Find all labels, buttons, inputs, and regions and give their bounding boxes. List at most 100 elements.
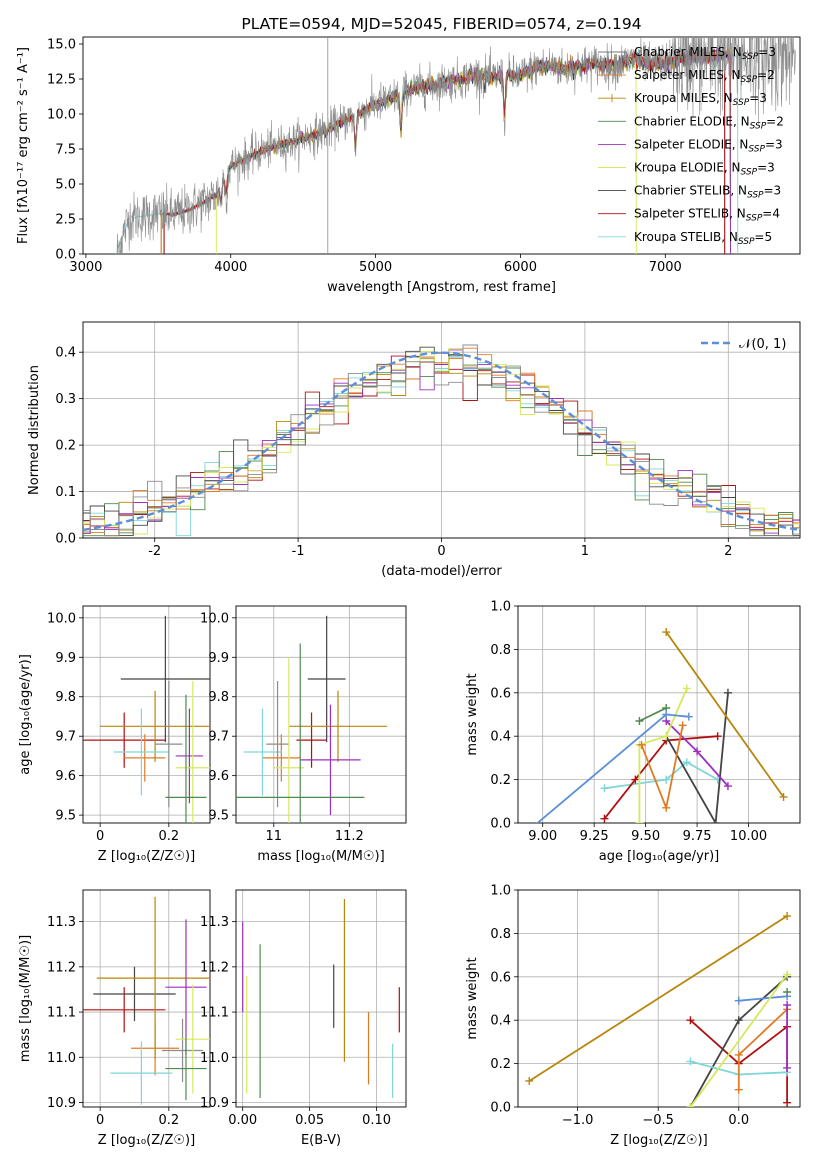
weight-point-marker — [600, 814, 609, 823]
weight-point-marker — [600, 784, 609, 793]
legend-entry-sub: SSP — [738, 237, 755, 247]
weight-point-marker — [686, 1016, 695, 1025]
x-tick-label: 9.75 — [683, 829, 712, 844]
weight-point-marker — [734, 1016, 743, 1025]
weight-line — [665, 631, 785, 798]
legend-entry-tail: =3 — [765, 137, 783, 151]
legend-entry-tail: =2 — [766, 114, 784, 128]
weight-point-marker — [662, 710, 671, 719]
x-tick-label: 9.00 — [528, 829, 557, 844]
x-axis-label: Z [log₁₀(Z/Z☉)] — [98, 1133, 195, 1148]
x-tick-label: 6000 — [504, 260, 537, 275]
x-tick-label: 0 — [96, 829, 104, 844]
legend-entry: Kroupa MILES, NSSP=3 — [634, 91, 767, 108]
y-tick-label: 10.9 — [200, 1096, 229, 1111]
x-tick-label: 0.10 — [362, 1113, 391, 1128]
weight-line — [737, 1008, 788, 1090]
x-tick-label: 11 — [266, 829, 283, 844]
legend-entry-main: Chabrier ELODIE, N — [634, 114, 750, 128]
x-tick-label: 3000 — [69, 260, 102, 275]
x-tick-label: -2 — [148, 544, 161, 559]
weight-line — [665, 692, 729, 823]
x-axis-label: E(B-V) — [301, 1133, 341, 1148]
y-tick-label: 9.7 — [208, 730, 229, 745]
weight-point-marker — [662, 803, 671, 812]
weight-point-marker — [686, 1057, 695, 1066]
axes-frame — [82, 36, 801, 255]
y-tick-label: 15.0 — [47, 38, 76, 53]
axes-frame — [235, 889, 407, 1108]
x-tick-label: 0 — [437, 544, 445, 559]
x-tick-label: 2 — [724, 544, 732, 559]
x-tick-label: 9.25 — [580, 829, 609, 844]
axes-frame — [517, 889, 801, 1108]
legend-entry-main: Kroupa ELODIE, N — [634, 161, 741, 175]
legend-entry-main: Salpeter STELIB, N — [634, 207, 746, 221]
legend-entry-tail: =4 — [762, 207, 780, 221]
y-tick-label: 10.0 — [47, 108, 76, 123]
y-tick-label: 11.1 — [47, 1006, 76, 1021]
x-axis-label: (data-model)/error — [381, 564, 502, 579]
y-tick-label: 0.6 — [490, 970, 511, 985]
legend-entry-sub: SSP — [748, 144, 765, 154]
y-tick-label: 0.0 — [490, 817, 511, 832]
weight-point-marker — [723, 782, 732, 791]
y-tick-label: 11.3 — [200, 915, 229, 930]
weight-point-marker — [779, 792, 788, 801]
histogram-step-line — [83, 348, 800, 537]
legend-entry-main: Salpeter ELODIE, N — [634, 137, 748, 151]
legend-entry: Salpeter STELIB, NSSP=4 — [634, 207, 780, 224]
x-tick-label: 0.00 — [228, 1113, 257, 1128]
legend-entry: Chabrier ELODIE, NSSP=2 — [634, 114, 784, 131]
legend-entry: Kroupa ELODIE, NSSP=3 — [634, 161, 775, 178]
x-axis-label: mass [log₁₀(M/M☉)] — [257, 849, 384, 864]
y-tick-label: 9.7 — [55, 730, 76, 745]
y-tick-label: 0.4 — [490, 1014, 511, 1029]
y-tick-label: 9.9 — [208, 651, 229, 666]
weight-point-marker — [662, 628, 671, 637]
x-tick-label: 0 — [96, 1113, 104, 1128]
weight-point-marker — [635, 819, 644, 823]
x-axis-label: Z [log₁₀(Z/Z☉)] — [610, 1133, 707, 1148]
histogram-step-line — [83, 355, 800, 529]
weight-point-marker — [678, 721, 687, 730]
y-axis-label: mass weight — [465, 957, 480, 1039]
axes-frame — [82, 321, 801, 539]
weight-point-marker — [783, 987, 792, 996]
y-axis-label: mass [log₁₀(M/M☉)] — [18, 935, 33, 1062]
weight-point-marker — [684, 712, 693, 721]
weight-line — [603, 735, 718, 820]
y-axis-label: age [log₁₀(age/yr)] — [18, 654, 33, 775]
y-tick-label: 9.5 — [208, 809, 229, 824]
y-tick-label: 10.0 — [200, 611, 229, 626]
x-tick-label: 0.05 — [295, 1113, 324, 1128]
y-tick-label: 0.8 — [490, 643, 511, 658]
weight-point-marker — [783, 1063, 792, 1072]
y-tick-label: 5.0 — [55, 178, 76, 193]
x-tick-label: 0.0 — [728, 1113, 749, 1128]
weight-point-marker — [693, 747, 702, 756]
weight-point-marker — [637, 740, 646, 749]
weight-point-marker — [783, 1001, 792, 1010]
legend-entry-sub: SSP — [747, 191, 764, 201]
legend-entry-sub: SSP — [741, 168, 758, 178]
y-tick-label: 0.8 — [490, 927, 511, 942]
y-tick-label: 11.3 — [47, 915, 76, 930]
weight-point-marker — [682, 684, 691, 693]
y-tick-label: 9.8 — [55, 690, 76, 705]
y-tick-label: 0.2 — [55, 439, 76, 454]
weight-line — [528, 915, 788, 1082]
weight-point-marker — [662, 732, 671, 741]
legend-entry-tail: =2 — [757, 68, 775, 82]
y-tick-label: 0.2 — [490, 1057, 511, 1072]
y-axis-label: mass weight — [465, 673, 480, 755]
y-tick-label: 0.3 — [55, 392, 76, 407]
weight-line — [604, 761, 719, 790]
x-axis-label: Z [log₁₀(Z/Z☉)] — [98, 849, 195, 864]
y-tick-label: 11.2 — [200, 960, 229, 975]
weight-point-marker — [723, 688, 732, 697]
weight-line — [638, 688, 688, 823]
x-tick-label: −0.5 — [642, 1113, 674, 1128]
legend-entry-main: Kroupa MILES, N — [634, 91, 733, 105]
